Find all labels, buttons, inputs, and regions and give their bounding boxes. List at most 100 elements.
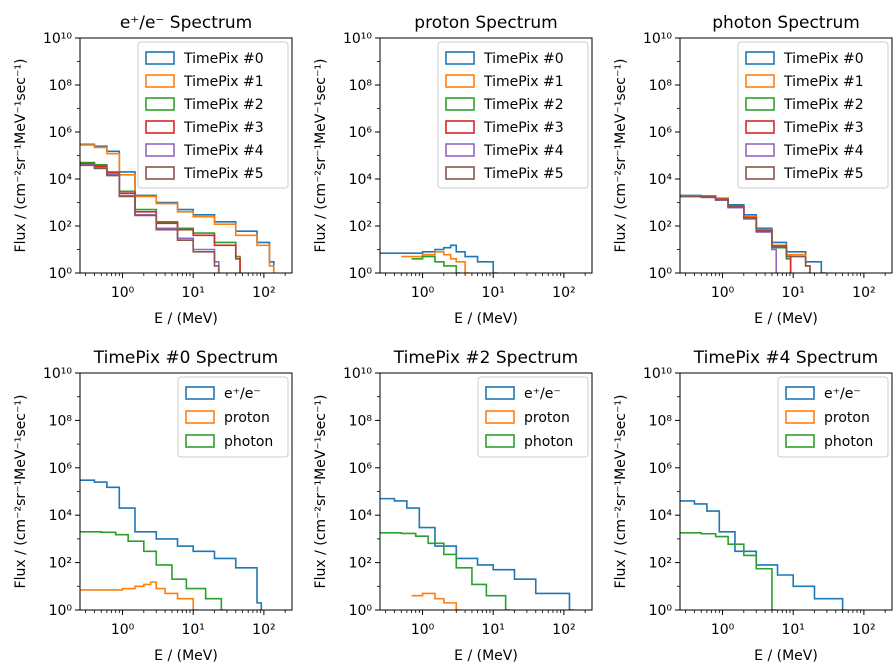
y-tick-label: 10² [49,556,72,572]
panel-5: TimePix #4 Spectrum 10⁰ 10¹ 10² 10⁰ 10² 10⁴ 10⁶… [613,348,893,664]
y-tick-label: 10⁸ [349,413,373,429]
legend-label: TimePix #4 [483,143,564,159]
y-tick-label: 10⁶ [49,461,73,477]
legend-label: proton [224,410,270,426]
legend-box [477,376,589,458]
x-tick-label: 10¹ [781,622,804,638]
legend-label: TimePix #0 [183,51,264,67]
legend-label: TimePix #1 [483,74,564,90]
y-axis-label: Flux / (cm⁻²sr⁻¹MeV⁻¹sec⁻¹) [613,395,629,589]
x-axis-label: E / (MeV) [154,648,218,664]
legend: e⁺/e⁻ proton photon [777,376,889,458]
y-axis-label: Flux / (cm⁻²sr⁻¹MeV⁻¹sec⁻¹) [313,59,329,253]
x-tick-label: 10¹ [181,285,204,301]
series-line-0 [80,479,263,610]
legend-label: TimePix #4 [183,143,264,159]
legend-swatch [485,410,515,424]
legend-swatch [745,74,775,88]
y-tick-label: 10⁰ [49,266,73,282]
legend-swatch [185,434,215,448]
x-axis-label: E / (MeV) [154,311,218,327]
panel-1: proton Spectrum 10⁰ 10¹ 10² 10⁰ 10² 10⁴ 10⁶ 10⁸ 1… [313,13,593,327]
series-group [80,479,263,610]
y-tick-label: 10⁴ [49,508,73,524]
legend-label: proton [524,410,570,426]
legend: TimePix #0 TimePix #1 TimePix #2 TimePix #3… [737,41,889,189]
series-line-5 [680,195,811,273]
legend-swatch [785,434,815,448]
y-tick-label: 10² [49,219,72,235]
legend-swatch [745,51,775,65]
x-axis-label: E / (MeV) [754,311,818,327]
y-tick-label: 10⁸ [649,78,673,94]
chart-title: TimePix #0 Spectrum [93,348,279,368]
y-tick-label: 10⁴ [349,172,373,188]
series-line-1 [401,250,470,273]
panel-3: TimePix #0 Spectrum 10⁰ 10¹ 10² 10⁰ 10² 10⁴ 10⁶… [13,348,293,664]
legend-swatch [445,97,475,111]
legend-label: photon [224,434,273,450]
series-group [380,497,574,610]
y-axis-label: Flux / (cm⁻²sr⁻¹MeV⁻¹sec⁻¹) [613,59,629,253]
legend-swatch [485,434,515,448]
x-axis-label: E / (MeV) [454,311,518,327]
x-tick-label: 10⁰ [411,622,435,638]
y-tick-label: 10¹⁰ [343,366,372,382]
legend-swatch [485,386,515,400]
y-tick-label: 10² [349,219,372,235]
series-line-2 [80,530,226,610]
legend-swatch [445,166,475,180]
legend-label: TimePix #3 [483,120,564,136]
legend: e⁺/e⁻ proton photon [177,376,289,458]
legend-swatch [145,143,175,157]
legend-label: TimePix #5 [483,166,564,182]
y-tick-label: 10⁶ [49,125,73,141]
chart-title: TimePix #2 Spectrum [393,348,579,368]
y-tick-label: 10² [649,556,672,572]
legend-swatch [145,120,175,134]
x-axis-label: E / (MeV) [754,648,818,664]
y-tick-label: 10¹⁰ [43,366,72,382]
series-line-1 [80,144,275,273]
y-tick-label: 10⁶ [349,125,373,141]
x-tick-label: 10¹ [481,622,504,638]
legend-box [777,376,889,458]
y-tick-label: 10² [649,219,672,235]
legend-label: TimePix #0 [483,51,564,67]
series-group [680,500,847,610]
legend: TimePix #0 TimePix #1 TimePix #2 TimePix #3… [437,41,589,189]
legend-swatch [445,51,475,65]
series-line-0 [680,194,826,273]
y-tick-label: 10¹⁰ [343,31,372,47]
series-line-5 [80,164,220,273]
y-tick-label: 10¹⁰ [643,366,672,382]
y-axis-label: Flux / (cm⁻²sr⁻¹MeV⁻¹sec⁻¹) [313,395,329,589]
x-tick-label: 10² [552,622,575,638]
series-line-0 [680,500,847,610]
y-tick-label: 10⁴ [349,508,373,524]
y-tick-label: 10⁶ [349,461,373,477]
legend-swatch [445,143,475,157]
y-tick-label: 10⁰ [49,603,73,619]
y-tick-label: 10⁰ [349,266,373,282]
y-axis-label: Flux / (cm⁻²sr⁻¹MeV⁻¹sec⁻¹) [13,59,29,253]
y-tick-label: 10⁴ [49,172,73,188]
chart-title: e⁺/e⁻ Spectrum [120,13,252,33]
legend-label: TimePix #1 [783,74,864,90]
legend-label: photon [824,434,873,450]
legend: TimePix #0 TimePix #1 TimePix #2 TimePix #3… [137,41,289,189]
legend-label: e⁺/e⁻ [824,386,861,402]
y-tick-label: 10⁶ [649,125,673,141]
x-tick-label: 10¹ [181,622,204,638]
legend-box [737,41,889,189]
legend-label: proton [824,410,870,426]
legend-swatch [145,74,175,88]
series-line-0 [380,497,574,610]
legend-box [137,41,289,189]
legend-label: TimePix #4 [783,143,864,159]
x-tick-label: 10⁰ [711,285,735,301]
y-tick-label: 10⁸ [349,78,373,94]
legend-swatch [145,166,175,180]
legend-box [177,376,289,458]
legend-swatch [445,74,475,88]
